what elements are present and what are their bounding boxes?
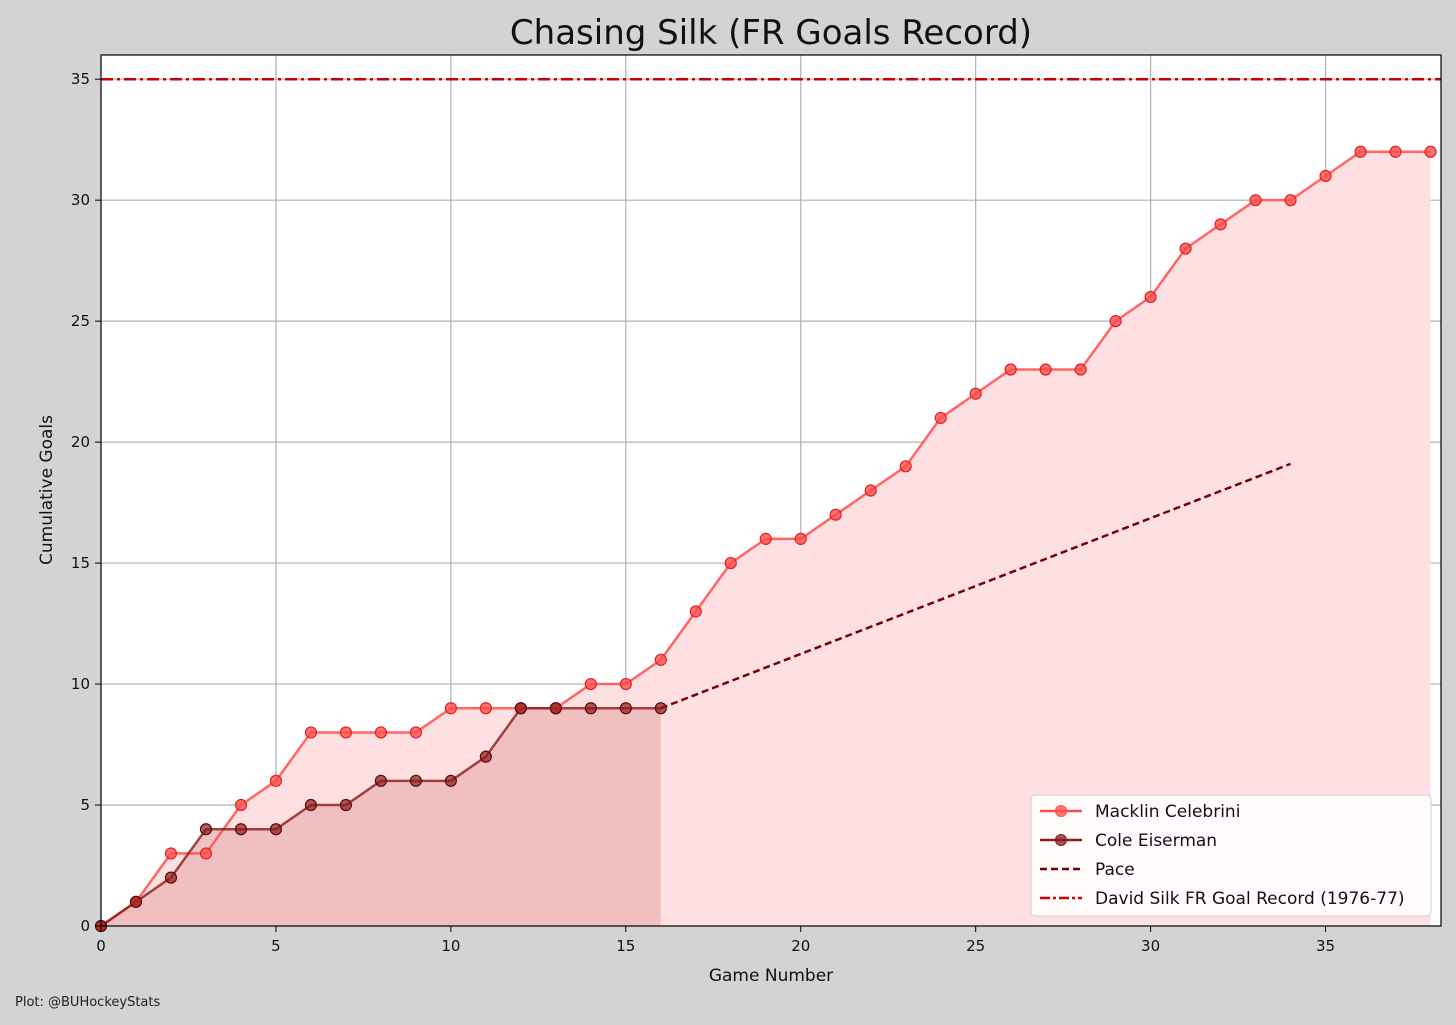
eiserman-point — [199, 823, 213, 836]
chart-title: Chasing Silk (FR Goals Record) — [510, 13, 1032, 53]
celebrini-point — [654, 653, 667, 666]
legend-label-pace: Pace — [1095, 860, 1135, 880]
eiserman-point — [549, 702, 562, 715]
celebrini-point — [1354, 145, 1367, 158]
x-axis-label: Game Number — [709, 966, 833, 986]
eiserman-point — [654, 702, 667, 715]
celebrini-point — [794, 532, 807, 545]
eiserman-point — [409, 774, 422, 787]
legend-marker-cole-eiserman — [1055, 834, 1067, 846]
celebrini-point — [619, 677, 632, 691]
x-tick-label: 5 — [271, 937, 281, 955]
y-tick-label: 0 — [80, 917, 90, 935]
eiserman-point — [129, 895, 143, 908]
celebrini-point — [1144, 290, 1157, 304]
celebrini-point — [199, 847, 213, 860]
eiserman-point — [444, 774, 457, 787]
x-tick-label: 25 — [966, 937, 985, 955]
y-tick-label: 20 — [71, 433, 90, 451]
legend-label-david-silk-fr-goal-record-1976-77: David Silk FR Goal Record (1976-77) — [1095, 889, 1405, 909]
celebrini-point — [409, 726, 422, 739]
celebrini-point — [269, 774, 283, 787]
celebrini-point — [479, 702, 492, 715]
y-tick-label: 15 — [71, 554, 90, 572]
celebrini-point — [444, 702, 457, 715]
celebrini-point — [584, 677, 597, 691]
x-tick-label: 0 — [96, 937, 106, 955]
celebrini-point — [1039, 363, 1052, 376]
legend-box — [1030, 794, 1432, 917]
y-tick-label: 25 — [71, 312, 90, 330]
celebrini-point — [969, 387, 982, 400]
celebrini-point — [339, 726, 353, 739]
celebrini-point — [1109, 315, 1122, 328]
celebrini-point — [934, 411, 947, 425]
eiserman-point — [374, 774, 387, 787]
x-tick-label: 15 — [616, 937, 635, 955]
legend-marker-macklin-celebrini — [1055, 805, 1067, 817]
celebrini-point — [304, 726, 318, 739]
x-tick-label: 10 — [441, 937, 460, 955]
celebrini-point — [1424, 145, 1437, 158]
celebrini-point — [374, 726, 387, 739]
x-tick-label: 20 — [791, 937, 810, 955]
celebrini-point — [899, 460, 912, 473]
eiserman-point — [584, 702, 597, 715]
eiserman-point — [339, 798, 353, 812]
legend-label-macklin-celebrini: Macklin Celebrini — [1095, 802, 1240, 822]
eiserman-area — [101, 708, 661, 926]
pace-line — [660, 462, 1292, 710]
legend: Macklin Celebrini Cole Eiserman Pace David … — [1030, 794, 1432, 917]
celebrini-point — [1214, 218, 1227, 231]
eiserman-point — [164, 871, 178, 884]
credit-text: Plot: @BUHockeyStats — [15, 995, 160, 1010]
eiserman-point — [269, 823, 283, 836]
celebrini-point — [759, 532, 772, 545]
celebrini-point — [234, 798, 248, 812]
celebrini-point — [1179, 242, 1192, 255]
eiserman-point — [514, 702, 527, 715]
celebrini-point — [1004, 363, 1017, 376]
x-tick-label: 35 — [1316, 937, 1335, 955]
y-tick-label: 5 — [80, 796, 90, 814]
celebrini-point — [1319, 169, 1332, 183]
eiserman-point — [479, 750, 492, 763]
legend-label-cole-eiserman: Cole Eiserman — [1095, 831, 1217, 851]
celebrini-point — [1074, 363, 1087, 376]
celebrini-point — [724, 556, 737, 570]
celebrini-point — [829, 508, 842, 521]
celebrini-point — [1249, 194, 1262, 207]
tick-layer: 0 5 10 15 20 25 30 35 0 5 10 15 20 25 30 35 — [71, 70, 1335, 955]
x-tick-label: 30 — [1141, 937, 1160, 955]
y-tick-label: 30 — [71, 191, 90, 209]
celebrini-point — [1389, 145, 1402, 158]
celebrini-point — [164, 847, 178, 860]
eiserman-point — [304, 798, 318, 812]
y-tick-label: 10 — [71, 675, 90, 693]
celebrini-point — [1284, 194, 1297, 207]
y-axis-label: Cumulative Goals — [37, 415, 57, 565]
eiserman-point — [619, 702, 632, 715]
celebrini-point — [864, 484, 877, 497]
y-tick-label: 35 — [71, 70, 90, 88]
plot-frame — [100, 54, 1442, 927]
celebrini-point — [689, 605, 702, 618]
eiserman-point — [234, 823, 248, 836]
